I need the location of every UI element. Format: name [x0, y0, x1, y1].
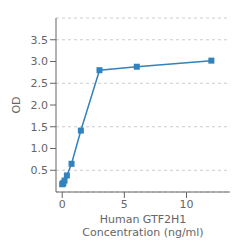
svg-text:5: 5 [121, 198, 128, 211]
svg-text:1.0: 1.0 [31, 142, 49, 155]
svg-text:Human GTF2H1Concentration (ng/: Human GTF2H1Concentration (ng/ml) [82, 213, 203, 239]
svg-text:3.0: 3.0 [31, 55, 49, 68]
svg-text:OD: OD [10, 96, 23, 113]
svg-text:3.5: 3.5 [31, 34, 49, 47]
svg-text:2.0: 2.0 [31, 99, 49, 112]
svg-text:0: 0 [59, 198, 66, 211]
svg-text:10: 10 [180, 198, 194, 211]
svg-text:0.5: 0.5 [31, 164, 49, 177]
svg-text:2.5: 2.5 [31, 77, 49, 90]
svg-text:1.5: 1.5 [31, 121, 49, 134]
